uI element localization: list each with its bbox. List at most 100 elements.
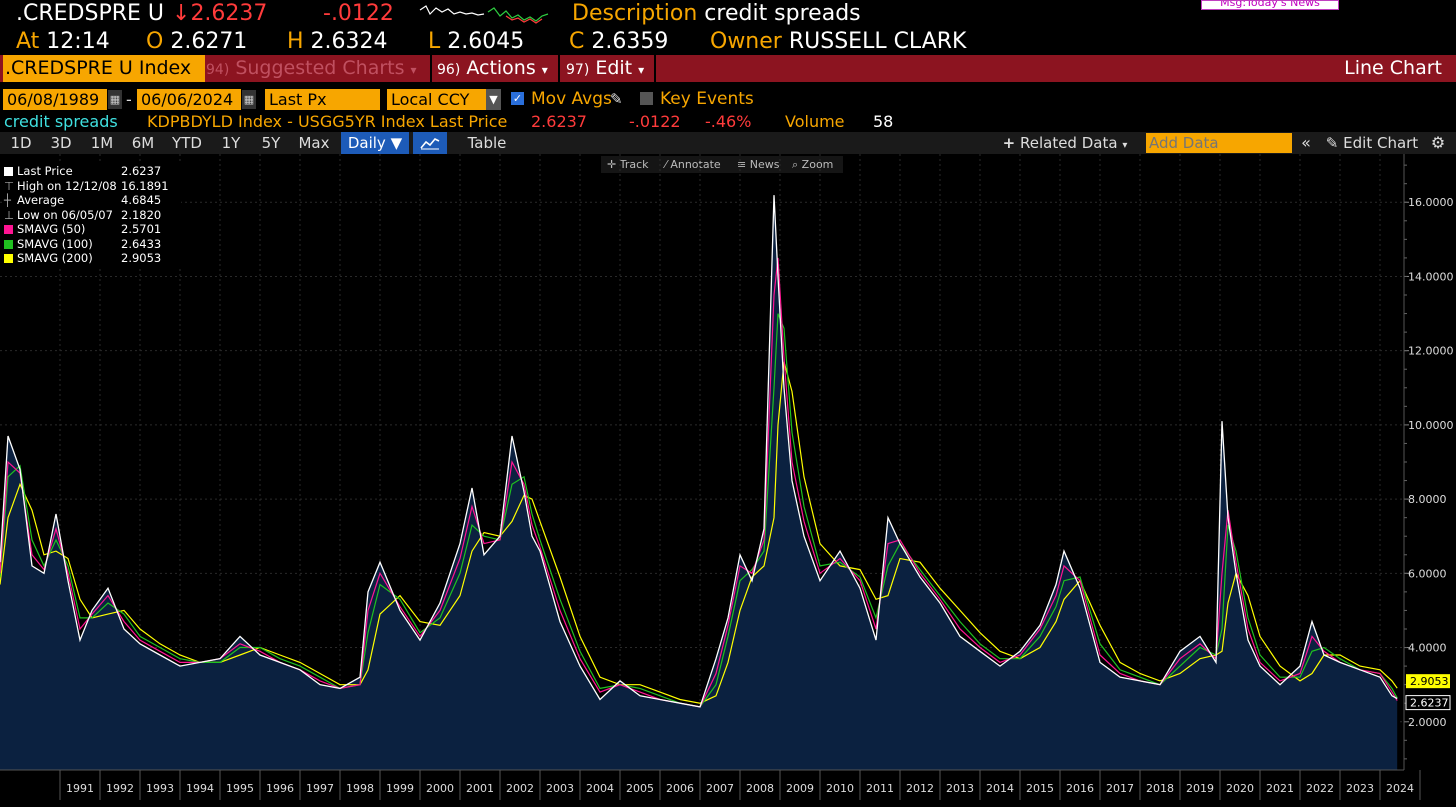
chart-type-label[interactable]: Line Chart <box>1344 57 1442 79</box>
low-marker-icon: ⊥ <box>4 207 15 222</box>
x-tick-label: 1998 <box>346 782 374 795</box>
low-price: L 2.6045 <box>428 28 524 56</box>
legend-value: 2.6433 <box>121 236 162 251</box>
open-price: O 2.6271 <box>146 28 247 56</box>
period-1d-button[interactable]: 1D <box>10 134 32 152</box>
x-tick-label: 2008 <box>746 782 774 795</box>
x-tick-label: 2009 <box>786 782 814 795</box>
last-price-value: 2.6237 <box>190 1 268 26</box>
date-separator: - <box>126 90 132 109</box>
legend-high[interactable]: ⊤ High on 12/12/08 16.1891 <box>4 179 181 194</box>
description: Description credit spreads <box>572 0 861 28</box>
period-1m-button[interactable]: 1M <box>90 134 114 152</box>
high-marker-icon: ⊤ <box>4 178 15 193</box>
actions-number: 96) <box>437 62 461 78</box>
legend-label: High on 12/12/08 <box>17 178 117 193</box>
legend-smavg-200[interactable]: SMAVG (200) 2.9053 <box>4 251 181 266</box>
period-6m-button[interactable]: 6M <box>131 134 155 152</box>
series-formula: KDPBDYLD Index - USGG5YR Index Last Pric… <box>147 112 508 131</box>
legend-label: Last Price <box>17 164 73 178</box>
mov-avgs-checkbox[interactable]: ✓ <box>511 92 524 105</box>
last-price-line <box>0 195 1398 708</box>
line-chart-icon[interactable] <box>413 132 447 154</box>
security-field[interactable]: .CREDSPRE U Index <box>3 55 205 82</box>
related-data-dropdown[interactable]: + Related Data ▾ <box>997 132 1133 154</box>
collapse-icon[interactable]: « <box>1301 133 1311 152</box>
series-percent: -.46% <box>705 112 752 131</box>
x-tick-label: 2019 <box>1186 782 1214 795</box>
legend-label: Low on 06/05/07 <box>17 207 113 222</box>
x-tick-label: 2020 <box>1226 782 1254 795</box>
x-tick-label: 2014 <box>986 782 1014 795</box>
period-max-button[interactable]: Max <box>298 134 330 152</box>
caret-down-icon: ▾ <box>541 63 548 77</box>
legend-label: Average <box>17 193 65 207</box>
legend-swatch <box>4 254 13 263</box>
mov-avgs-label[interactable]: Mov Avgs <box>531 89 612 109</box>
legend-low[interactable]: ⊥ Low on 06/05/07 2.1820 <box>4 208 181 223</box>
add-data-input[interactable] <box>1146 133 1292 153</box>
smavg-100-line <box>0 313 1398 708</box>
pencil-icon[interactable]: ✎ <box>610 90 623 108</box>
zoom-icon: ⌕ <box>792 158 799 171</box>
price-chart[interactable]: 2.0000 4.0000 6.0000 8.0000 10.0000 12.0000 14… <box>0 154 1456 807</box>
x-tick-label: 2000 <box>426 782 454 795</box>
y-tick-label: 2.0000 <box>1408 716 1447 729</box>
calendar-icon[interactable]: ▦ <box>242 90 256 109</box>
period-1y-button[interactable]: 1Y <box>221 134 241 152</box>
currency-dropdown-icon[interactable]: ▼ <box>486 89 501 110</box>
volume-label: Volume <box>785 112 845 131</box>
annotate-icon: ⁄ <box>665 158 667 171</box>
start-date-field[interactable]: 06/08/1989 <box>3 89 107 110</box>
suggested-charts-label: Suggested Charts <box>235 57 405 79</box>
key-events-checkbox[interactable] <box>640 92 653 105</box>
description-label: Description <box>572 1 698 26</box>
y-tick-label: 8.0000 <box>1408 493 1447 506</box>
price-tag-smavg200 <box>1406 674 1450 689</box>
annotate-tool[interactable]: ⁄ Annotate <box>665 156 721 173</box>
key-events-label[interactable]: Key Events <box>660 89 754 109</box>
currency-selector[interactable]: Local CCY <box>387 89 486 110</box>
x-tick-label: 1994 <box>186 782 214 795</box>
legend-value: 2.1820 <box>121 207 162 222</box>
smavg-50-line <box>0 257 1398 708</box>
legend-average[interactable]: ┼ Average 4.6845 <box>4 193 181 208</box>
frequency-dropdown[interactable]: Daily ▼ <box>341 132 409 154</box>
period-5y-button[interactable]: 5Y <box>261 134 281 152</box>
owner-label: Owner <box>710 29 782 54</box>
period-3d-button[interactable]: 3D <box>50 134 72 152</box>
legend-smavg-50[interactable]: SMAVG (50) 2.5701 <box>4 222 181 237</box>
volume-value: 58 <box>873 112 894 131</box>
actions-menu[interactable]: 96) Actions ▾ <box>437 55 557 82</box>
edit-chart-button[interactable]: ✎ Edit Chart <box>1322 132 1422 154</box>
edit-label: Edit <box>595 57 633 79</box>
average-marker-icon: ┼ <box>4 193 11 207</box>
x-tick-label: 2010 <box>826 782 854 795</box>
news-message-button[interactable]: Msg:Today's News <box>1201 0 1339 10</box>
gear-icon[interactable]: ⚙ <box>1430 133 1446 152</box>
high-value: 2.6324 <box>310 29 388 54</box>
calendar-icon[interactable]: ▦ <box>108 90 122 109</box>
x-tick-label: 2002 <box>506 782 534 795</box>
series-price: 2.6237 <box>531 112 587 131</box>
track-tool[interactable]: ✛ Track <box>607 156 649 173</box>
edit-menu[interactable]: 97) Edit ▾ <box>566 55 654 82</box>
legend-last-price[interactable]: Last Price 2.6237 <box>4 164 181 179</box>
price-tag-last <box>1405 695 1451 711</box>
zoom-tool[interactable]: ⌕ Zoom <box>792 156 833 173</box>
owner: Owner RUSSELL CLARK <box>710 28 966 56</box>
suggested-charts-menu[interactable]: 94) Suggested Charts ▾ <box>206 55 428 82</box>
series-change: -.0122 <box>629 112 681 131</box>
caret-down-icon: ▾ <box>638 63 645 77</box>
chart-legend: Last Price 2.6237 ⊤ High on 12/12/08 16.189… <box>4 164 181 266</box>
table-button[interactable]: Table <box>467 134 507 152</box>
news-tool[interactable]: ≡ News <box>737 156 779 173</box>
field-selector[interactable]: Last Px <box>265 89 380 110</box>
period-ytd-button[interactable]: YTD <box>172 134 202 152</box>
menu-divider <box>558 55 560 82</box>
legend-value: 2.9053 <box>121 251 162 265</box>
end-date-field[interactable]: 06/06/2024 <box>137 89 241 110</box>
suggested-charts-number: 94) <box>206 62 230 78</box>
legend-smavg-100[interactable]: SMAVG (100) 2.6433 <box>4 237 181 252</box>
x-tick-label: 2017 <box>1106 782 1134 795</box>
